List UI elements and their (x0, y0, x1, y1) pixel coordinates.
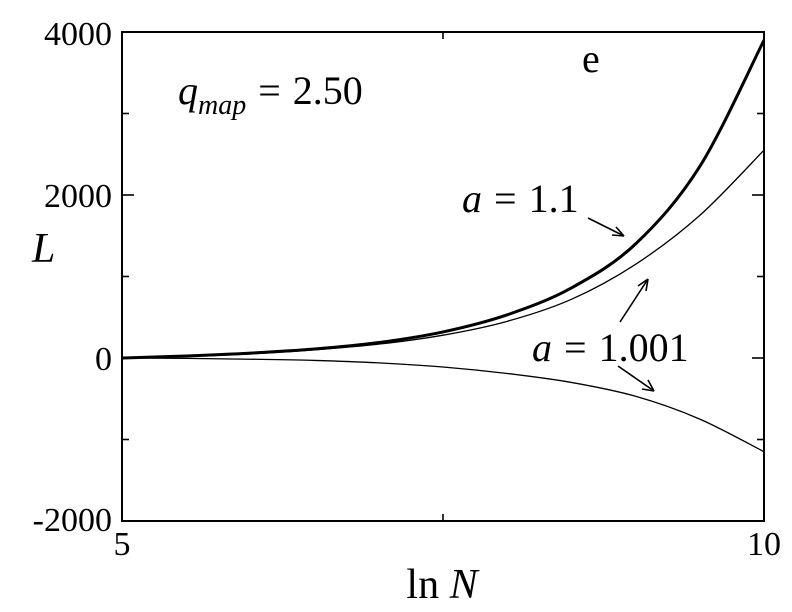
y-tick-label-2000: 2000 (44, 178, 112, 215)
qmap-sub: map (198, 90, 246, 121)
x-tick-label-10: 10 (747, 526, 781, 563)
panel-letter: e (582, 36, 600, 81)
y-tick-label-0: 0 (95, 341, 112, 378)
series-line-3 (121, 357, 765, 453)
x-axis-title: ln N (406, 562, 479, 608)
arrow-a-1-001-up (619, 278, 649, 323)
qmap-var: q (178, 68, 198, 113)
y-axis-title: L (31, 226, 55, 272)
a-label-2-value: 1.001 (599, 325, 689, 370)
arrow-a-1-001-down (617, 365, 655, 392)
a-label-2: a = 1.001 (532, 325, 689, 370)
series-line-2 (121, 149, 765, 359)
a-label-1: a = 1.1 (462, 176, 579, 221)
x-tick-label-5: 5 (114, 526, 131, 563)
arrow-a-1-1 (587, 217, 625, 237)
x-axis-title-var: N (449, 562, 480, 608)
y-tick-label-minus-2000: -2000 (33, 502, 112, 539)
series-layer (121, 39, 766, 453)
a-label-1-value: 1.1 (529, 176, 579, 221)
a-label-2-var: a (532, 325, 552, 370)
qmap-annotation: qmap = 2.50 (178, 68, 363, 121)
a-label-1-var: a (462, 176, 482, 221)
y-tick-label-4000: 4000 (44, 16, 112, 53)
series-line-1 (121, 39, 766, 360)
qmap-value: 2.50 (293, 68, 363, 113)
x-axis-title-prefix: ln (406, 562, 439, 608)
